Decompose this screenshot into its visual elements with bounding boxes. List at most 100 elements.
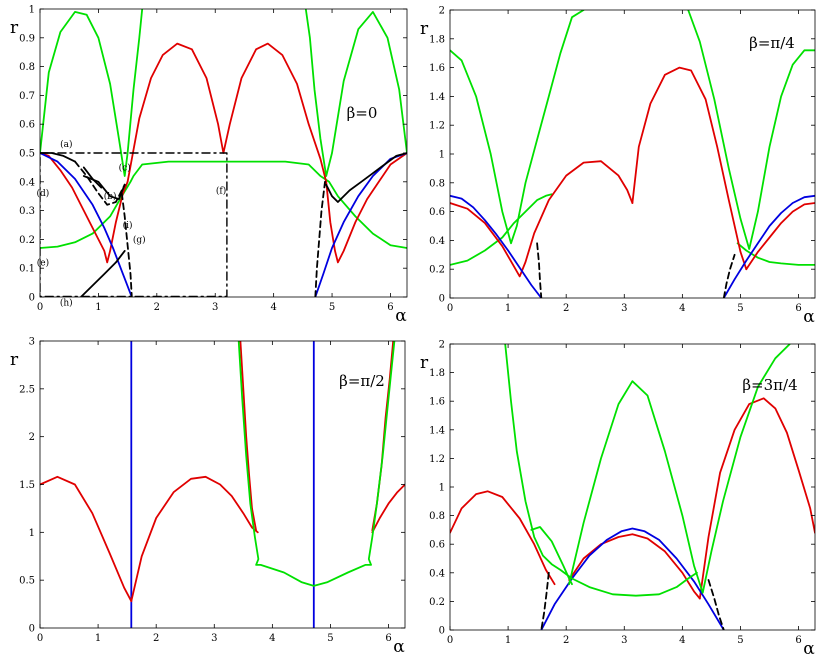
series-line-5 — [530, 526, 573, 586]
y-tick-label: 2.5 — [19, 384, 35, 395]
series-line-5 — [325, 152, 407, 264]
series-line-5 — [371, 483, 405, 534]
region-label: (f) — [216, 185, 226, 196]
series-line-1 — [568, 533, 701, 600]
axes-frame — [449, 9, 816, 299]
y-axis-label: r — [420, 353, 429, 373]
y-tick-label: 1.8 — [429, 34, 445, 45]
y-tick-label: 1.2 — [429, 454, 445, 465]
series-line-4 — [504, 344, 698, 597]
x-tick-label: 2 — [154, 302, 160, 313]
y-tick-label: 1 — [29, 528, 35, 539]
series-line-4 — [450, 160, 634, 278]
series-line-3 — [130, 475, 259, 603]
x-tick-label: 1 — [505, 635, 511, 646]
y-tick-label: 3 — [29, 337, 35, 348]
x-tick-label: 2 — [563, 635, 569, 646]
panel-beta-pi-4: 0 1 2 3 4 5 6 0 0.2 0.4 0.6 0.8 1 1.2 1.4 1.6 1.8 2 α r β=π/… — [420, 6, 816, 327]
series-line-8 — [707, 579, 725, 630]
series-group — [450, 344, 815, 630]
region-label: (g) — [133, 234, 146, 245]
x-axis-label: α — [393, 637, 405, 657]
series-line-2 — [698, 397, 815, 600]
x-tick-label: 3 — [621, 635, 627, 646]
y-tick-label: 1.6 — [429, 63, 445, 74]
series-line-3 — [126, 42, 328, 183]
series-line-2 — [40, 475, 133, 603]
x-axis-label: α — [803, 639, 815, 658]
region-label: (h) — [60, 298, 73, 309]
series-line-7 — [237, 341, 396, 587]
series-line-7 — [540, 571, 550, 630]
y-tick-label: 2 — [439, 6, 445, 17]
y-tick-label: 1.5 — [19, 480, 35, 491]
y-tick-label: 1.8 — [429, 368, 445, 379]
x-tick-label: 0 — [37, 633, 43, 644]
series-line-5 — [631, 66, 748, 271]
series-line-15 — [325, 152, 407, 203]
y-tick-label: 0.3 — [19, 206, 35, 217]
y-tick-label: 0.2 — [19, 235, 35, 246]
y-tick-label: 0.8 — [19, 62, 35, 73]
y-tick-label: 0.4 — [429, 568, 445, 579]
y-tick-label: 0 — [29, 624, 35, 635]
region-label: (d) — [37, 188, 50, 199]
x-tick-label: 1 — [505, 303, 511, 314]
x-tick-label: 1 — [95, 633, 101, 644]
beta-annotation: β=π/4 — [749, 34, 795, 52]
y-axis-label: r — [10, 18, 19, 38]
y-tick-label: 1.4 — [429, 425, 445, 436]
y-tick-label: 1 — [439, 150, 445, 161]
panel-beta-3pi-4: 0 1 2 3 4 5 6 0 0.2 0.4 0.6 0.8 1 1.2 1.4 1.6 1.8 2 α r β=3π… — [420, 340, 816, 658]
series-group — [450, 10, 815, 298]
x-tick-label: 1 — [95, 302, 101, 313]
y-tick-label: 1.2 — [429, 121, 445, 132]
y-tick-label: 1 — [439, 483, 445, 494]
y-tick-label: 0.8 — [429, 511, 445, 522]
series-line-7 — [450, 194, 543, 298]
x-tick-label: 5 — [327, 633, 333, 644]
y-tick-label: 0.6 — [19, 120, 35, 131]
x-tick-label: 5 — [737, 635, 743, 646]
y-tick-label: 0.7 — [19, 91, 35, 102]
panel-beta-pi-2: 0 1 2 3 4 5 6 0 0.5 1 1.5 2 2.5 3 α r β=π/2 — [10, 337, 406, 657]
x-tick-label: 3 — [621, 303, 627, 314]
y-tick-label: 0 — [439, 626, 445, 637]
beta-annotation: β=0 — [347, 104, 378, 122]
x-tick-label: 0 — [37, 302, 43, 313]
x-tick-label: 4 — [679, 303, 685, 314]
x-tick-label: 5 — [329, 302, 335, 313]
y-tick-label: 0.5 — [19, 149, 35, 160]
series-line-6 — [745, 202, 815, 271]
x-tick-label: 6 — [795, 635, 801, 646]
y-tick-label: 0.8 — [429, 178, 445, 189]
series-line-1 — [687, 10, 815, 250]
series-line-4 — [239, 341, 257, 532]
y-tick-label: 0.2 — [429, 597, 445, 608]
series-group — [40, 341, 405, 628]
series-line-12 — [80, 250, 126, 297]
region-label: (a) — [60, 139, 72, 150]
y-tick-label: 2 — [29, 432, 35, 443]
y-tick-label: 0.6 — [429, 207, 445, 218]
y-tick-label: 0 — [29, 293, 35, 304]
x-axis-label: α — [395, 306, 407, 326]
series-line-0 — [450, 490, 556, 586]
series-line-11 — [82, 166, 103, 189]
series-line-1 — [304, 9, 407, 177]
series-line-2 — [40, 160, 407, 249]
x-tick-label: 6 — [387, 302, 393, 313]
beta-annotation: β=3π/4 — [742, 376, 797, 394]
y-tick-label: 0.6 — [429, 540, 445, 551]
panel-beta-0: 0 1 2 3 4 5 6 0 0.1 0.2 0.3 0.4 0.5 0.6 0.7 0.8 0.9 1 α r β=… — [10, 5, 408, 326]
x-tick-label: 3 — [212, 302, 218, 313]
y-tick-label: 2 — [439, 340, 445, 351]
x-tick-label: 4 — [679, 635, 685, 646]
series-line-2 — [450, 193, 553, 266]
y-tick-label: 1.6 — [429, 397, 445, 408]
x-tick-label: 6 — [795, 303, 801, 314]
series-line-0 — [450, 10, 585, 245]
x-tick-label: 6 — [385, 633, 391, 644]
y-tick-label: 0.4 — [19, 177, 35, 188]
